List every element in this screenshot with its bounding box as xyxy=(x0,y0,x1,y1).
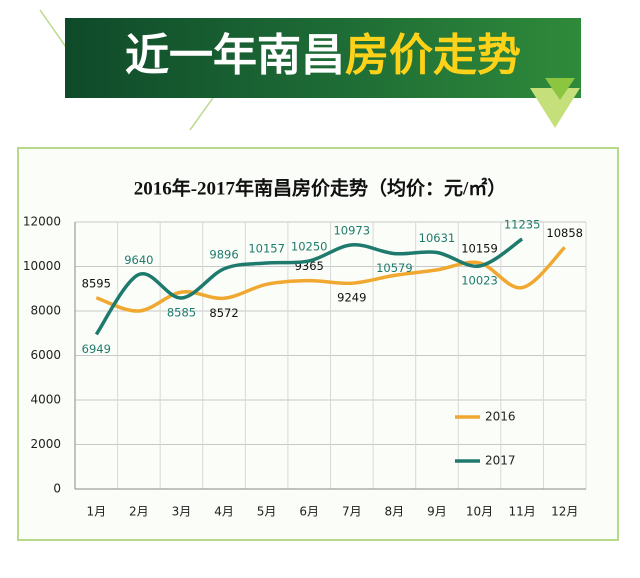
x-tick-label: 12月 xyxy=(551,505,578,519)
x-tick-label: 6月 xyxy=(299,505,319,519)
data-label: 11235 xyxy=(504,218,541,232)
decor xyxy=(189,94,216,131)
x-tick-label: 5月 xyxy=(257,505,277,519)
chart-title: 2016年-2017年南昌房价走势（均价：元/㎡） xyxy=(134,176,507,199)
y-tick-label: 8000 xyxy=(30,304,61,318)
banner xyxy=(65,18,581,98)
x-tick-label: 1月 xyxy=(86,505,106,519)
data-label: 10023 xyxy=(461,273,498,287)
data-label: 10631 xyxy=(419,231,456,245)
x-tick-label: 9月 xyxy=(427,505,447,519)
x-tick-label: 2月 xyxy=(129,505,149,519)
data-label: 10973 xyxy=(333,223,370,237)
data-label: 10858 xyxy=(546,226,583,240)
decor xyxy=(545,78,575,100)
legend-label: 2016 xyxy=(485,410,516,424)
y-tick-label: 4000 xyxy=(30,393,61,407)
data-label: 6949 xyxy=(82,342,111,356)
series-line xyxy=(94,237,524,336)
x-tick-label: 11月 xyxy=(508,505,535,519)
banner-title-white: 近一年南昌 xyxy=(125,30,345,81)
banner-title: 近一年南昌房价走势 xyxy=(125,30,521,81)
banner-title-yellow: 房价走势 xyxy=(345,30,521,81)
legend-label: 2017 xyxy=(485,454,516,468)
y-tick-label: 0 xyxy=(53,482,61,496)
data-label: 8595 xyxy=(82,276,111,290)
x-tick-label: 8月 xyxy=(385,505,405,519)
x-tick-label: 3月 xyxy=(172,505,192,519)
data-label: 9640 xyxy=(124,253,153,267)
y-tick-label: 6000 xyxy=(30,348,61,362)
data-label: 8585 xyxy=(167,305,196,319)
y-tick-label: 12000 xyxy=(23,215,61,229)
x-tick-label: 4月 xyxy=(214,505,234,519)
x-tick-label: 10月 xyxy=(466,505,493,519)
data-label: 10157 xyxy=(248,242,285,256)
decor xyxy=(530,88,580,128)
data-label: 10250 xyxy=(291,239,328,253)
y-tick-label: 2000 xyxy=(30,437,61,451)
data-label: 9896 xyxy=(209,247,238,261)
y-tick-label: 10000 xyxy=(23,259,61,273)
data-label: 8572 xyxy=(209,306,238,320)
data-label: 9249 xyxy=(337,291,366,305)
data-label: 10579 xyxy=(376,261,413,275)
x-tick-label: 7月 xyxy=(342,505,362,519)
data-label: 10159 xyxy=(461,241,498,255)
